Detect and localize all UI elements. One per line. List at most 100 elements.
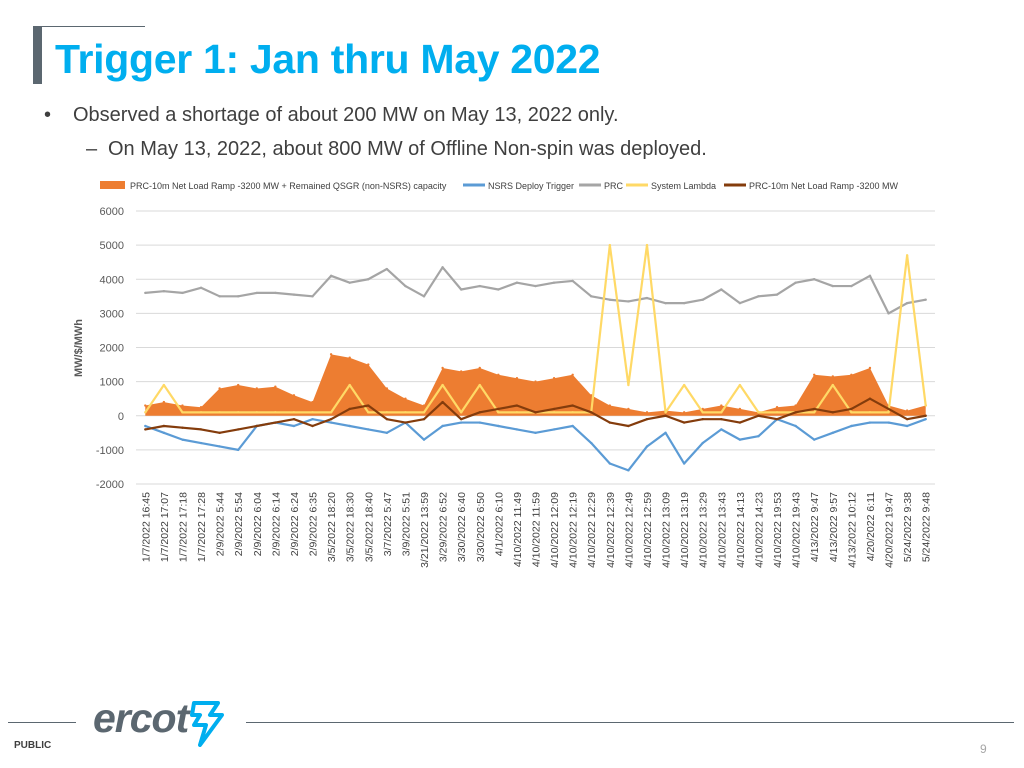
data-point — [329, 417, 333, 421]
data-point — [292, 417, 296, 421]
x-tick-label: 2/9/2022 6:24 — [289, 492, 301, 556]
data-point — [422, 404, 426, 407]
data-point — [478, 284, 481, 288]
data-point — [850, 424, 853, 428]
data-point — [590, 411, 593, 414]
data-point — [404, 284, 407, 288]
data-point — [664, 411, 667, 414]
data-point — [627, 300, 630, 303]
data-point — [757, 295, 760, 298]
data-point — [813, 438, 816, 441]
data-point — [720, 417, 723, 421]
data-point — [367, 278, 370, 281]
data-point — [775, 417, 779, 421]
data-point — [367, 411, 370, 414]
bullet-item: Observed a shortage of about 200 MW on M… — [73, 104, 619, 126]
data-point — [608, 404, 612, 407]
data-point — [329, 411, 333, 414]
data-point — [534, 284, 537, 288]
data-point — [144, 424, 147, 428]
data-point — [590, 441, 593, 445]
data-point — [218, 445, 221, 448]
data-point — [329, 274, 333, 278]
data-point — [478, 383, 481, 387]
x-tick-label: 4/13/2022 9:47 — [809, 492, 821, 562]
data-point — [441, 400, 444, 404]
y-tick-label: 5000 — [100, 240, 124, 252]
data-point — [292, 411, 296, 414]
data-point — [274, 411, 277, 414]
x-tick-label: 4/13/2022 9:57 — [828, 492, 840, 562]
data-point — [255, 424, 258, 428]
data-point — [738, 383, 742, 387]
data-point — [701, 298, 704, 301]
data-point — [850, 411, 853, 414]
data-point — [608, 462, 612, 465]
data-point — [478, 366, 481, 370]
data-point — [255, 411, 258, 414]
data-point — [794, 281, 797, 284]
data-point — [757, 411, 760, 414]
data-point — [515, 281, 519, 284]
data-point — [905, 424, 909, 428]
data-point — [571, 404, 574, 407]
data-point — [831, 375, 835, 378]
series-area — [145, 354, 926, 416]
data-point — [571, 411, 574, 414]
x-tick-label: 4/10/2022 12:39 — [605, 492, 617, 568]
data-point — [292, 394, 296, 397]
data-point — [571, 424, 574, 428]
data-point — [385, 417, 389, 421]
data-point — [868, 411, 872, 414]
x-tick-label: 4/10/2022 19:53 — [772, 492, 784, 568]
footer-rule-right — [246, 722, 1014, 723]
data-point — [441, 366, 444, 370]
data-point — [831, 383, 835, 387]
title-top-rule — [33, 26, 145, 27]
data-point — [682, 383, 686, 387]
data-point — [199, 406, 203, 409]
legend-swatch — [100, 181, 125, 189]
data-point — [738, 301, 742, 305]
data-point — [515, 404, 519, 407]
x-tick-label: 2/9/2022 6:04 — [252, 492, 264, 556]
y-tick-label: 4000 — [100, 274, 124, 286]
data-point — [850, 284, 853, 288]
data-point — [292, 293, 296, 296]
data-point — [162, 424, 166, 428]
data-point — [236, 428, 240, 431]
data-point — [181, 291, 184, 295]
sub-bullet-item: On May 13, 2022, about 800 MW of Offline… — [108, 138, 707, 160]
data-point — [905, 254, 909, 257]
data-point — [924, 298, 927, 301]
data-point — [404, 397, 407, 400]
data-point — [236, 383, 240, 387]
x-tick-label: 5/24/2022 9:48 — [921, 492, 933, 562]
data-point — [905, 417, 909, 421]
data-point — [162, 383, 166, 387]
x-tick-label: 3/29/2022 6:52 — [438, 492, 450, 562]
data-point — [924, 404, 927, 407]
data-point — [608, 421, 612, 424]
data-point — [552, 407, 556, 411]
data-point — [868, 421, 872, 424]
data-point — [720, 428, 723, 431]
data-point — [645, 417, 649, 421]
data-point — [552, 411, 556, 414]
data-point — [775, 293, 779, 296]
data-point — [645, 445, 649, 448]
data-point — [552, 428, 556, 431]
x-tick-label: 4/10/2022 13:29 — [698, 492, 710, 568]
x-tick-label: 3/30/2022 6:50 — [475, 492, 487, 562]
data-point — [441, 266, 444, 269]
data-point — [478, 411, 481, 414]
x-tick-label: 2/9/2022 5:44 — [215, 492, 227, 556]
data-point — [720, 288, 723, 291]
data-point — [181, 404, 184, 407]
data-point — [422, 438, 426, 441]
x-tick-label: 4/13/2022 10:12 — [846, 492, 858, 568]
data-point — [199, 411, 203, 414]
data-point — [534, 411, 537, 414]
ercot-bolt-icon — [190, 701, 224, 747]
x-tick-label: 4/10/2022 12:29 — [586, 492, 598, 568]
